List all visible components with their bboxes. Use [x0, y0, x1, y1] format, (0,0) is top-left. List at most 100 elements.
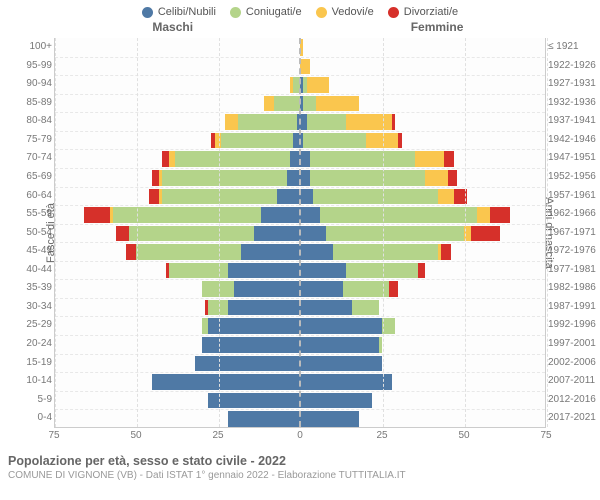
male-bar	[149, 189, 300, 205]
segment-div	[392, 114, 395, 130]
female-bar	[300, 170, 457, 186]
age-label: 0-4	[2, 409, 52, 428]
age-label: 75-79	[2, 131, 52, 150]
male-bar	[152, 170, 300, 186]
segment-con	[221, 133, 293, 149]
male-bar	[116, 226, 300, 242]
segment-div	[398, 133, 401, 149]
legend-label: Vedovi/e	[332, 6, 374, 18]
female-bar	[300, 114, 395, 130]
female-bar	[300, 337, 382, 353]
segment-cel	[300, 318, 382, 334]
segment-cel	[254, 226, 300, 242]
male-bar	[225, 114, 300, 130]
age-label: 20-24	[2, 335, 52, 354]
population-pyramid-chart: Celibi/NubiliConiugati/eVedovi/eDivorzia…	[0, 0, 600, 500]
segment-cel	[300, 263, 346, 279]
segment-con	[274, 96, 300, 112]
birth-label: 1967-1971	[548, 224, 598, 243]
segment-ved	[300, 59, 310, 75]
segment-ved	[225, 114, 238, 130]
birth-label: ≤ 1921	[548, 38, 598, 57]
age-label: 65-69	[2, 168, 52, 187]
legend-item: Coniugati/e	[230, 6, 302, 18]
segment-cel	[228, 263, 300, 279]
segment-cel	[195, 356, 300, 372]
male-bar	[166, 263, 300, 279]
segment-cel	[152, 374, 300, 390]
center-line	[299, 38, 301, 427]
segment-ved	[438, 189, 454, 205]
birth-label: 1972-1976	[548, 242, 598, 261]
segment-con	[202, 281, 235, 297]
segment-con	[208, 300, 228, 316]
segment-div	[149, 189, 159, 205]
birth-label: 1977-1981	[548, 261, 598, 280]
age-label: 100+	[2, 38, 52, 57]
segment-cel	[300, 226, 326, 242]
segment-con	[333, 244, 438, 260]
segment-con	[346, 263, 418, 279]
birth-label: 1962-1966	[548, 205, 598, 224]
segment-con	[307, 114, 346, 130]
male-bar	[211, 133, 300, 149]
legend-label: Divorziati/e	[404, 6, 458, 18]
female-bar	[300, 133, 402, 149]
x-tick: 50	[130, 430, 141, 441]
segment-div	[116, 226, 129, 242]
female-bar	[300, 318, 395, 334]
segment-cel	[277, 189, 300, 205]
male-bar	[264, 96, 300, 112]
segment-con	[313, 189, 438, 205]
segment-cel	[228, 411, 300, 427]
female-bar	[300, 356, 382, 372]
segment-cel	[300, 207, 320, 223]
segment-cel	[202, 337, 300, 353]
segment-cel	[261, 207, 300, 223]
age-label: 80-84	[2, 112, 52, 131]
birth-label: 1932-1936	[548, 94, 598, 113]
segment-con	[320, 207, 477, 223]
segment-con	[310, 170, 425, 186]
segment-cel	[208, 318, 300, 334]
male-bar	[202, 281, 300, 297]
female-bar	[300, 263, 425, 279]
segment-div	[84, 207, 110, 223]
male-bar	[162, 151, 300, 167]
chart-title: Popolazione per età, sesso e stato civil…	[8, 454, 592, 468]
birth-label: 2007-2011	[548, 372, 598, 391]
segment-cel	[300, 411, 359, 427]
female-bar	[300, 411, 359, 427]
segment-ved	[477, 207, 490, 223]
gender-headers: Maschi Femmine	[0, 20, 600, 36]
female-bar	[300, 96, 359, 112]
segment-ved	[366, 133, 399, 149]
legend-swatch	[142, 7, 153, 18]
birth-label: 2012-2016	[548, 391, 598, 410]
segment-ved	[316, 96, 359, 112]
birth-label: 1952-1956	[548, 168, 598, 187]
birth-label: 1997-2001	[548, 335, 598, 354]
female-bar	[300, 77, 329, 93]
age-label: 70-74	[2, 149, 52, 168]
x-tick: 50	[458, 430, 469, 441]
segment-con	[113, 207, 261, 223]
birth-label: 1957-1961	[548, 187, 598, 206]
birth-year-axis: ≤ 19211922-19261927-19311932-19361937-19…	[548, 38, 598, 428]
male-bar	[202, 318, 300, 334]
segment-con	[343, 281, 389, 297]
age-label: 95-99	[2, 57, 52, 76]
segment-cel	[300, 281, 343, 297]
female-bar	[300, 226, 500, 242]
segment-con	[326, 226, 464, 242]
x-tick: 75	[540, 430, 551, 441]
female-bar	[300, 374, 392, 390]
legend: Celibi/NubiliConiugati/eVedovi/eDivorzia…	[0, 0, 600, 20]
segment-ved	[307, 77, 330, 93]
header-male: Maschi	[152, 20, 193, 34]
birth-label: 1947-1951	[548, 149, 598, 168]
footer: Popolazione per età, sesso e stato civil…	[0, 446, 600, 481]
segment-div	[389, 281, 399, 297]
segment-ved	[264, 96, 274, 112]
segment-div	[490, 207, 510, 223]
